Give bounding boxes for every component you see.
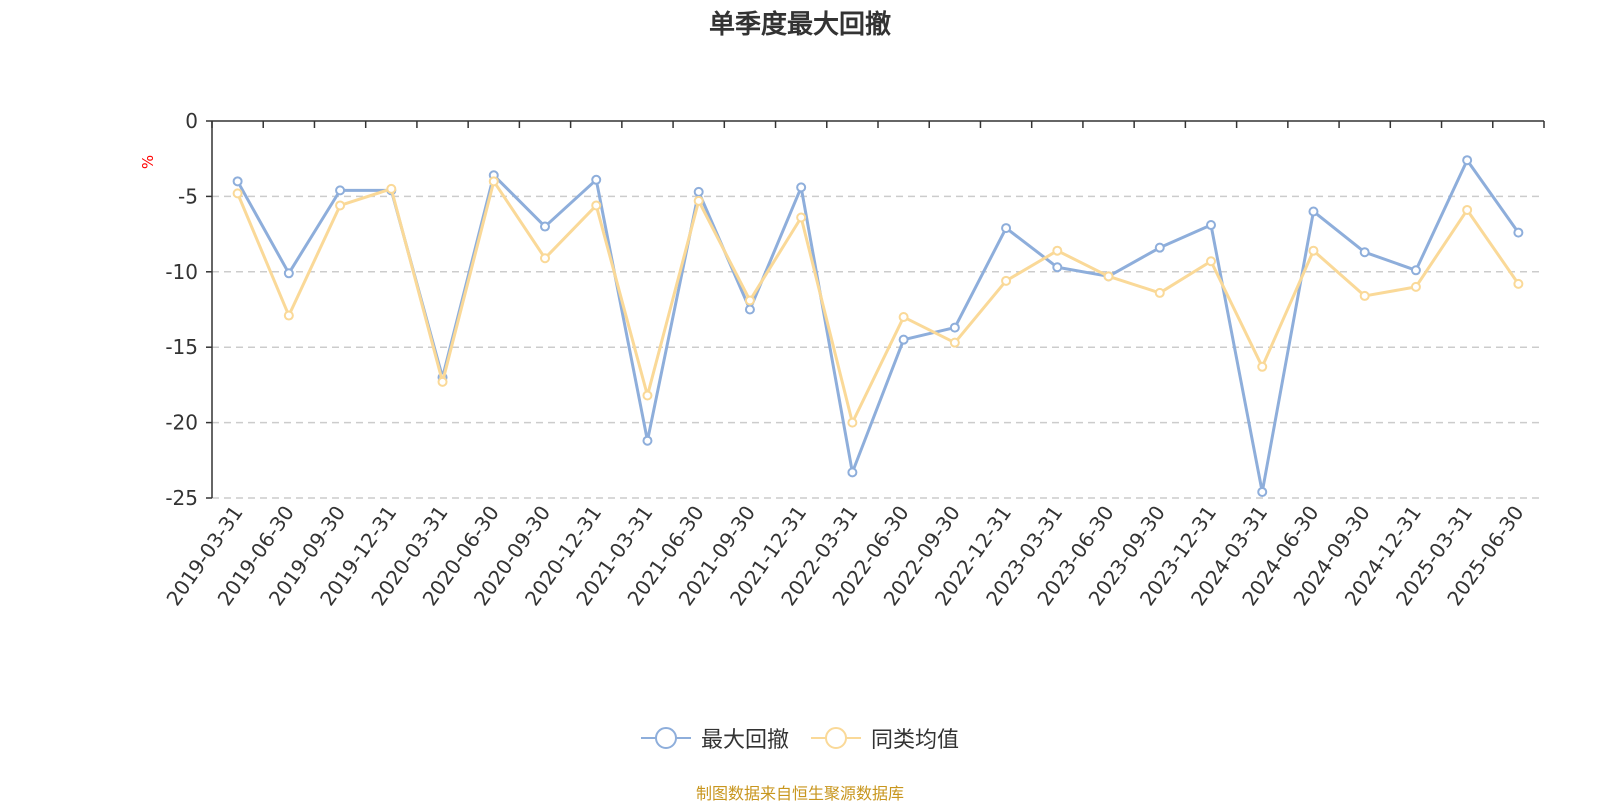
y-tick-label: -5: [178, 184, 198, 208]
data-point: [744, 295, 755, 306]
grid-lines: [212, 195, 1544, 499]
legend-marker-icon: [811, 727, 861, 749]
data-point: [386, 183, 397, 194]
series-lines: [232, 155, 1524, 497]
data-point: [1308, 206, 1319, 217]
legend-label: 同类均值: [871, 728, 960, 753]
data-point: [540, 221, 550, 232]
data-point: [898, 334, 909, 345]
data-point: [1052, 262, 1063, 273]
series-line: [236, 158, 1520, 494]
data-point: [1206, 256, 1216, 267]
data-point: [283, 310, 294, 321]
y-tick-label: -15: [165, 335, 198, 359]
data-point: [1359, 247, 1370, 258]
y-tick-label: 0: [185, 109, 198, 133]
data-point: [1154, 287, 1165, 298]
data-point: [1410, 265, 1421, 276]
data-point: [949, 337, 960, 348]
data-point: [488, 176, 499, 187]
data-point: [642, 390, 653, 401]
legend-label: 最大回撤: [700, 728, 789, 753]
data-point: [1359, 290, 1370, 301]
y-axis-label: %: [139, 155, 157, 169]
data-point: [744, 304, 755, 315]
data-point: [1001, 223, 1012, 234]
data-point: [693, 186, 704, 197]
data-point: [232, 188, 243, 199]
source-note: 制图数据来自恒生聚源数据库: [695, 784, 904, 803]
data-point: [847, 467, 858, 478]
data-point: [1308, 245, 1319, 256]
legend-marker-icon: [640, 727, 691, 749]
data-point: [1257, 361, 1268, 372]
data-point: [1206, 220, 1216, 231]
legend-item-peer-average[interactable]: 同类均值: [811, 722, 959, 754]
line-chart: 0 -5 -10 -15 -20 -25 2019-03-312019-06-302019…: [139, 109, 1545, 610]
data-point: [437, 376, 448, 387]
data-point: [591, 174, 602, 185]
data-point: [591, 200, 602, 211]
data-point: [1257, 486, 1268, 497]
data-point: [847, 417, 858, 428]
data-point: [540, 253, 550, 264]
data-point: [796, 212, 807, 223]
data-point: [1462, 155, 1473, 166]
x-tick-labels: 2019-03-312019-06-302019-09-302019-12-31…: [161, 501, 1528, 610]
data-point: [1154, 242, 1165, 253]
y-tick-label: -25: [165, 486, 198, 510]
data-point: [335, 200, 346, 211]
series-line: [236, 179, 1520, 425]
axes: [206, 120, 1545, 499]
data-point: [898, 312, 909, 323]
data-point: [642, 435, 653, 446]
data-point: [1513, 278, 1524, 289]
data-point: [796, 182, 807, 193]
data-point: [1462, 204, 1473, 215]
data-point: [693, 195, 704, 206]
y-tick-labels: 0 -5 -10 -15 -20 -25: [165, 109, 198, 510]
data-point: [335, 185, 346, 196]
y-tick-label: -20: [165, 411, 198, 435]
data-point: [1513, 227, 1524, 238]
series-1: [232, 176, 1524, 428]
data-point: [1001, 275, 1012, 286]
data-point: [232, 176, 243, 187]
data-point: [1410, 281, 1421, 292]
legend-item-max-drawdown[interactable]: 最大回撤: [640, 722, 789, 754]
y-tick-label: -10: [165, 260, 198, 284]
data-point: [1052, 245, 1063, 256]
data-point: [1103, 271, 1114, 282]
legend: 最大回撤 同类均值: [0, 722, 1600, 754]
data-point: [949, 322, 960, 333]
chart-title: 单季度最大回撤: [708, 10, 891, 40]
data-point: [283, 268, 294, 279]
